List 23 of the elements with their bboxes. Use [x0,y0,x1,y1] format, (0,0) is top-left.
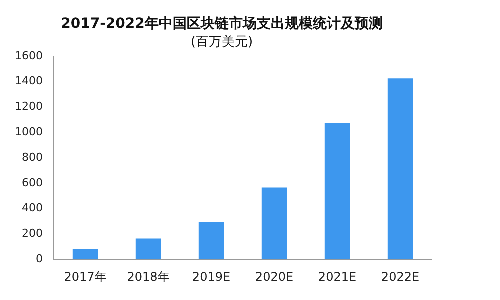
y-tick-label: 1200 [14,100,43,114]
bar [72,249,98,260]
x-tick-label: 2022E [381,270,420,284]
y-tick-label: 800 [22,150,43,164]
x-tick-label: 2019E [192,270,231,284]
bar [198,222,224,260]
bar [262,188,288,260]
x-tick-label: 2020E [255,270,294,284]
y-tick-label: 600 [22,176,43,190]
x-tick-label: 2018年 [127,270,170,284]
x-tick-label: 2021E [318,270,357,284]
chart-subtitle: (百万美元) [190,34,254,50]
x-tick-label: 2017年 [64,270,107,284]
bar [324,123,350,260]
y-tick-label: 1400 [14,74,43,88]
y-tick-label: 400 [22,202,43,215]
bar [136,238,162,260]
y-tick-label: 200 [22,227,43,240]
chart-title: 2017-2022年中国区块链市场支出规模统计及预测 [61,15,383,32]
y-tick-label: 0 [36,252,43,266]
y-tick-label: 1600 [14,49,43,62]
y-tick-label: 1000 [14,125,43,138]
bar [388,78,414,260]
